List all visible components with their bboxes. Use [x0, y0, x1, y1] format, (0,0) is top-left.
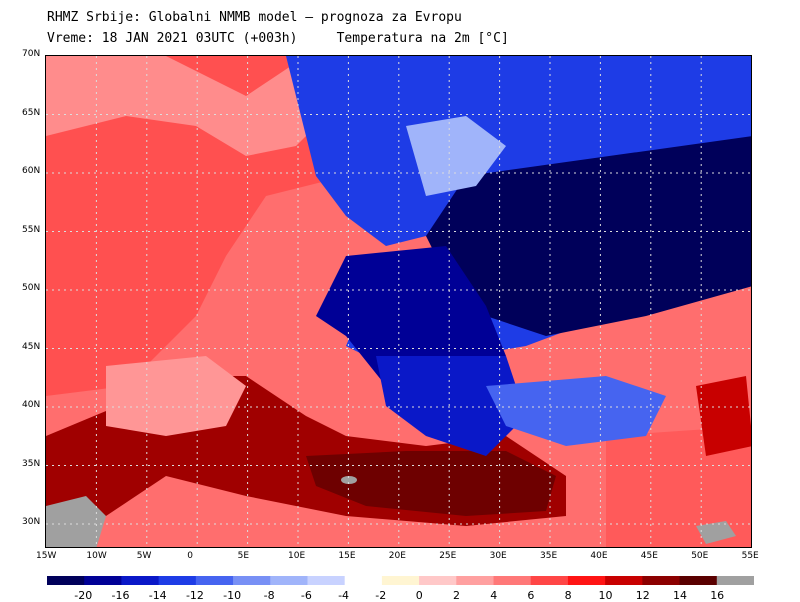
- colorbar-label: 14: [672, 589, 687, 602]
- middle-east-warm-region: [606, 426, 751, 547]
- lon-label: 40E: [590, 551, 608, 561]
- colorbar-swatch: [158, 576, 197, 585]
- lat-label: 35N: [22, 458, 41, 469]
- balkans-cold-region: [376, 356, 526, 456]
- lat-label: 60N: [22, 166, 41, 176]
- colorbar-label: -10: [223, 589, 242, 602]
- lon-label: 25E: [439, 551, 457, 561]
- colorbar-swatch: [307, 576, 346, 585]
- terrain-mask-ahaggar: [341, 476, 357, 484]
- colorbar-label: 6: [527, 589, 535, 602]
- lon-label: 0: [187, 551, 193, 561]
- colorbar-swatch: [381, 576, 420, 585]
- temperature-map: [45, 55, 752, 548]
- colorbar-swatch: [605, 576, 643, 585]
- lon-label: 15E: [338, 551, 356, 561]
- terrain-mask-atlas: [46, 496, 106, 547]
- colorbar-label: -12: [185, 589, 204, 602]
- colorbar-label: 4: [490, 589, 498, 602]
- map-title: RHMZ Srbije: Globalni NMMB model — progn…: [47, 10, 462, 25]
- colorbar-swatch: [47, 576, 85, 585]
- colorbar-label: 2: [453, 589, 461, 602]
- lon-label: 5E: [237, 551, 250, 561]
- colorbar: [47, 576, 754, 585]
- colorbar-label: -4: [338, 589, 350, 602]
- lon-label: 10E: [288, 551, 306, 561]
- colorbar-swatch: [456, 576, 495, 585]
- colorbar-label: 8: [564, 589, 572, 602]
- colorbar-label: 0: [415, 589, 423, 602]
- lon-label: 30E: [489, 551, 507, 561]
- caspian-warm-blob: [696, 376, 751, 456]
- lon-label: 10W: [86, 551, 107, 561]
- colorbar-label: 12: [635, 589, 650, 602]
- colorbar-swatch: [195, 576, 234, 585]
- colorbar-label: -6: [300, 589, 312, 602]
- colorbar-label: -8: [263, 589, 275, 602]
- sahara-dark-core: [306, 451, 556, 516]
- colorbar-swatch: [121, 576, 160, 585]
- lat-label: 50N: [22, 283, 41, 293]
- lat-label: 40N: [22, 400, 41, 410]
- colorbar-swatch: [419, 576, 457, 585]
- lon-label: 20E: [388, 551, 406, 561]
- colorbar-swatch: [493, 576, 532, 585]
- lat-label: 65N: [22, 107, 41, 118]
- colorbar-label: -20: [74, 589, 93, 602]
- colorbar-swatch: [530, 576, 569, 585]
- colorbar-label: 10: [598, 589, 613, 602]
- map-gridlines: [46, 56, 751, 547]
- lon-label: 50E: [691, 551, 709, 561]
- lat-label: 45N: [22, 341, 41, 352]
- map-subtitle: Vreme: 18 JAN 2021 03UTC (+003h) Tempera…: [47, 31, 509, 46]
- lon-label: 15W: [36, 551, 57, 561]
- lon-label: 5W: [136, 551, 152, 561]
- colorbar-swatch: [344, 576, 383, 585]
- terrain-mask-zagros: [696, 521, 736, 544]
- lat-label: 70N: [22, 49, 41, 59]
- colorbar-swatch: [716, 576, 754, 585]
- lon-label: 45E: [640, 551, 658, 561]
- russia-very-cold-region: [426, 136, 751, 336]
- colorbar-swatch: [642, 576, 681, 585]
- colorbar-label: -14: [148, 589, 167, 602]
- colorbar-swatch: [567, 576, 606, 585]
- colorbar-swatch: [679, 576, 718, 585]
- colorbar-label: -16: [111, 589, 130, 602]
- colorbar-label: 16: [710, 589, 725, 602]
- lat-label: 55N: [22, 224, 41, 235]
- scandinavia-light-region: [406, 116, 506, 196]
- lon-label: 35E: [540, 551, 558, 561]
- colorbar-swatch: [270, 576, 308, 585]
- colorbar-swatch: [233, 576, 271, 585]
- atlantic-light-region: [46, 56, 346, 156]
- anatolia-cold-region: [486, 376, 666, 446]
- lat-label: 30N: [22, 517, 41, 527]
- iberia-warm-region: [106, 356, 246, 436]
- lon-label: 55E: [741, 551, 759, 561]
- colorbar-swatch: [84, 576, 122, 585]
- colorbar-label: -2: [375, 589, 387, 602]
